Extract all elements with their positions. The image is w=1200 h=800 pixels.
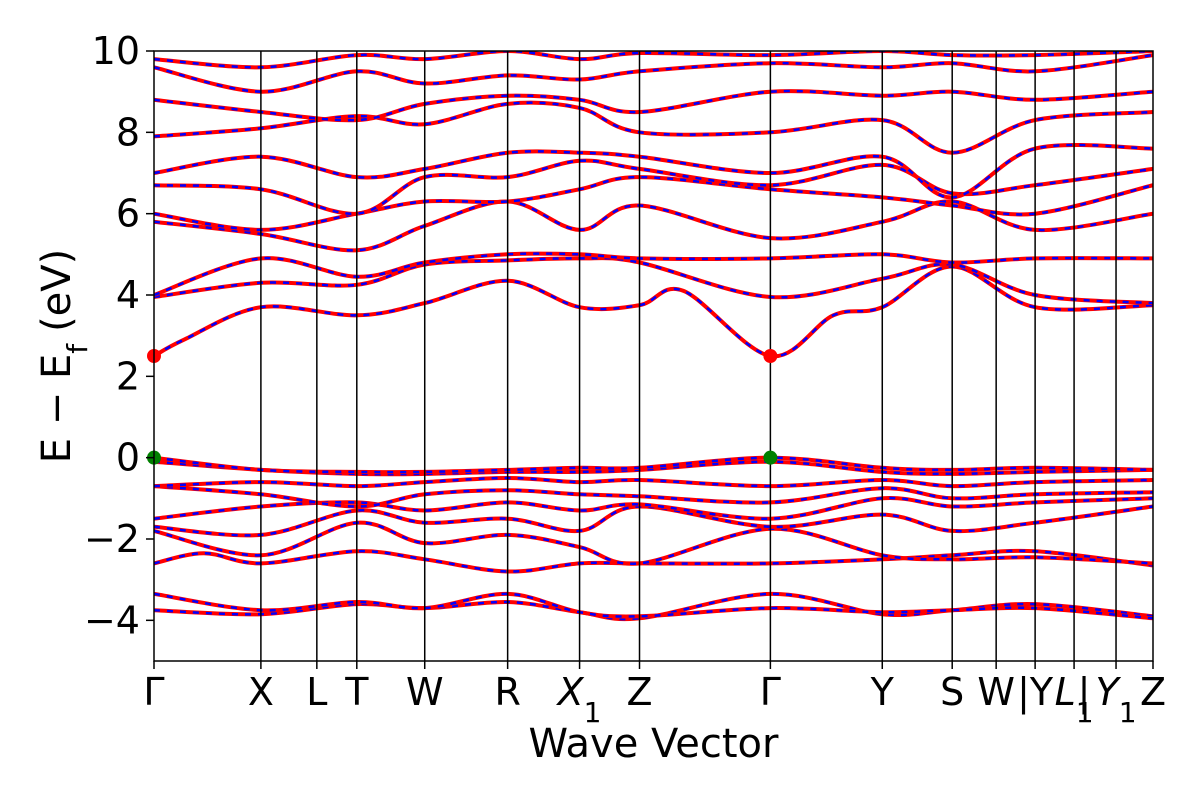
band-line-spin-up	[154, 504, 1153, 538]
x-tick-label: R	[494, 670, 520, 714]
x-tick-label: |	[1078, 670, 1091, 715]
band-line-spin-down	[154, 53, 1153, 93]
band-line-spin-down	[154, 476, 1153, 488]
x-tick-label: X	[248, 670, 274, 714]
band-line-spin-up	[154, 53, 1153, 94]
x-axis-ticks: Γ X L T W R X1 Z Γ Y S W |Y L1| Y1 Z	[143, 661, 1166, 729]
band-line-spin-up	[154, 89, 1153, 123]
y-axis-ticks: −4 −2 0 2 4 6 8 10	[84, 29, 154, 642]
x-tick-label: Z	[1140, 670, 1166, 714]
band-line-spin-down	[154, 89, 1153, 122]
y-axis-label-sub: f	[61, 343, 94, 354]
band-line-spin-down	[154, 521, 1153, 566]
y-tick-label: 0	[116, 436, 140, 480]
x-tick-label: W	[406, 670, 444, 714]
vbm-marker	[763, 450, 778, 465]
x-tick-label: T	[344, 670, 369, 714]
x-tick-label: L1	[1055, 670, 1094, 729]
band-line-spin-down	[154, 484, 1153, 508]
plot-frame	[153, 50, 1154, 662]
y-tick-label: 8	[116, 110, 140, 154]
x-tick-label: |Y	[1017, 670, 1054, 715]
y-tick-label: 10	[92, 29, 140, 73]
y-tick-label: 6	[116, 192, 140, 236]
band-line-spin-up	[154, 100, 1153, 155]
band-line-spin-down	[154, 505, 1153, 537]
band-line-spin-down	[154, 496, 1153, 520]
y-axis-label-unit: (eV)	[34, 249, 80, 332]
bands-layer	[154, 51, 1153, 622]
band-line-spin-down	[154, 456, 1153, 474]
x-tick-label: Y1	[1096, 670, 1137, 729]
x-tick-label: Γ	[143, 670, 164, 714]
band-line-spin-down	[154, 549, 1153, 573]
y-axis-label: E − Ef (eV)	[34, 249, 94, 464]
band-line-spin-down	[154, 143, 1153, 199]
y-tick-label: 4	[116, 273, 140, 317]
band-line-spin-down	[154, 265, 1153, 358]
x-tick-label: Y	[870, 670, 895, 714]
x-tick-label: Z	[626, 670, 652, 714]
x-tick-label: L	[306, 670, 327, 714]
cbm-marker	[763, 349, 778, 363]
band-line-spin-down	[154, 51, 1153, 69]
y-axis-label-main: E − E	[34, 354, 80, 464]
band-line-spin-up	[154, 264, 1153, 359]
x-tick-label: Γ	[760, 670, 781, 714]
band-line-spin-down	[154, 252, 1153, 297]
x-tick-label: S	[940, 670, 964, 714]
x-tick-label: X1	[556, 670, 602, 729]
x-tick-label: W	[977, 670, 1015, 714]
kpoint-lines	[260, 51, 1117, 661]
markers-layer	[147, 349, 778, 465]
y-tick-label: −4	[84, 598, 140, 642]
x-axis-label: Wave Vector	[529, 721, 780, 767]
band-line-spin-up	[154, 175, 1153, 232]
band-line-spin-up	[154, 591, 1153, 621]
band-line-spin-down	[154, 200, 1153, 252]
y-tick-label: 2	[116, 354, 140, 398]
band-line-spin-down	[154, 592, 1153, 620]
band-line-spin-up	[154, 51, 1153, 70]
y-tick-label: −2	[84, 517, 140, 561]
